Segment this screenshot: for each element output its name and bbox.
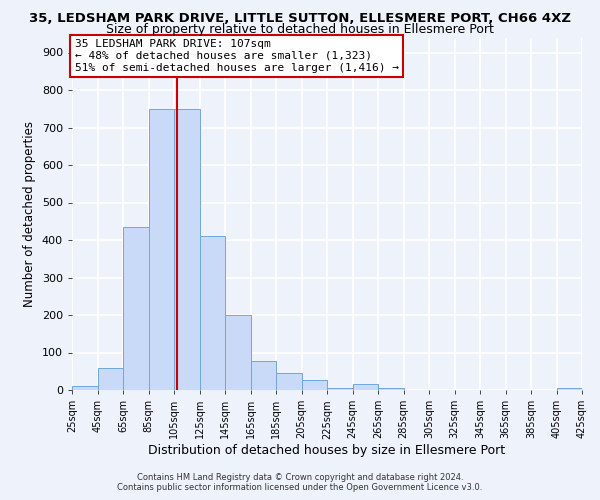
Bar [123, 227, 149, 390]
Bar [251, 361, 276, 390]
Text: 35 LEDSHAM PARK DRIVE: 107sqm
← 48% of detached houses are smaller (1,323)
51% o: 35 LEDSHAM PARK DRIVE: 107sqm ← 48% of d… [74, 40, 398, 72]
Bar [174, 109, 199, 390]
X-axis label: Distribution of detached houses by size in Ellesmere Port: Distribution of detached houses by size … [148, 444, 506, 457]
Bar [72, 386, 97, 390]
Y-axis label: Number of detached properties: Number of detached properties [23, 120, 36, 306]
Bar [378, 388, 404, 390]
Text: 35, LEDSHAM PARK DRIVE, LITTLE SUTTON, ELLESMERE PORT, CH66 4XZ: 35, LEDSHAM PARK DRIVE, LITTLE SUTTON, E… [29, 12, 571, 26]
Bar [276, 373, 302, 390]
Bar [200, 236, 225, 390]
Text: Contains HM Land Registry data © Crown copyright and database right 2024.
Contai: Contains HM Land Registry data © Crown c… [118, 473, 482, 492]
Bar [557, 388, 582, 390]
Bar [225, 315, 251, 390]
Text: Size of property relative to detached houses in Ellesmere Port: Size of property relative to detached ho… [106, 22, 494, 36]
Bar [149, 109, 174, 390]
Bar [327, 388, 353, 390]
Bar [353, 384, 378, 390]
Bar [302, 380, 327, 390]
Bar [97, 368, 123, 390]
